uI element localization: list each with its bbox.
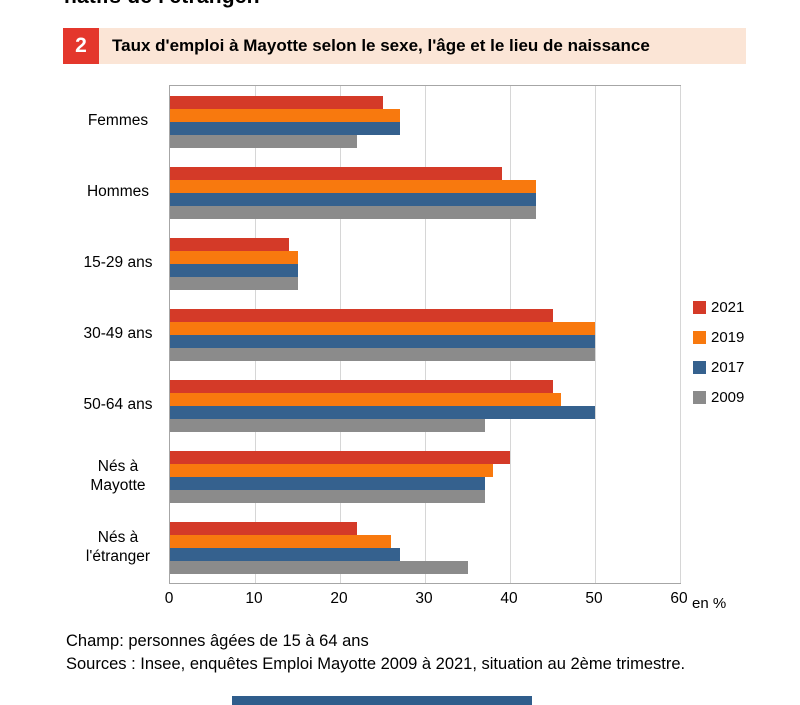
bar-2019 [170,321,595,335]
next-section-bar-fragment [232,696,532,705]
bar-2017 [170,121,400,135]
bar-2017 [170,405,595,419]
bar-2009 [170,205,536,219]
legend-label: 2021 [711,298,745,316]
bar-2021 [170,95,383,109]
x-tick-label: 50 [585,590,603,607]
bar-2019 [170,463,493,477]
bar-2017 [170,263,298,277]
bar-2019 [170,392,561,406]
legend-item-2019: 2019 [693,322,744,352]
figure-title: Taux d'emploi à Mayotte selon le sexe, l… [112,36,650,55]
bar-2019 [170,534,391,548]
legend-item-2009: 2009 [693,382,744,412]
bar-2009 [170,347,595,361]
bar-2019 [170,108,400,122]
category-label: 30-49 ans [83,325,153,342]
x-tick-label: 20 [330,590,348,607]
champ-note: Champ: personnes âgées de 15 à 64 ans [66,632,369,650]
category-label: 50-64 ans [83,396,153,413]
figure-title-bar: 2 Taux d'emploi à Mayotte selon le sexe,… [63,28,746,64]
x-tick-label: 10 [245,590,263,607]
sources-note: Sources : Insee, enquêtes Emploi Mayotte… [66,655,686,673]
bar-2019 [170,250,298,264]
bar-2009 [170,134,357,148]
x-axis-unit-label: en % [692,595,727,612]
bar-2009 [170,560,468,574]
category-label: Hommes [86,183,149,200]
bar-2021 [170,166,502,180]
cropped-text: natifs de l'étranger. [64,0,404,9]
plot-area [169,85,681,584]
legend-item-2017: 2017 [693,352,744,382]
bar-2009 [170,418,485,432]
x-tick-label: 60 [670,590,688,607]
x-axis-tick-labels: 0 10 20 30 40 50 60 [165,590,688,610]
legend-swatch [693,330,706,344]
legend-label: 2017 [711,358,745,376]
figure-number-badge: 2 [63,28,99,64]
bar-2017 [170,476,485,490]
bar-2019 [170,179,536,193]
category-axis-labels: Femmes Hommes 15-29 ans 30-49 ans 50-64 ans N… [74,85,162,582]
legend-swatch [693,360,706,374]
bar-2017 [170,192,536,206]
category-label: Nés à l'étranger [85,528,151,565]
footnotes: Champ: personnes âgées de 15 à 64 ans So… [66,630,685,676]
legend: 2021 2019 2017 2009 [693,292,744,412]
cropped-text-line: natifs de l'étranger. [64,0,404,9]
bar-2021 [170,379,553,393]
bar-2021 [170,521,357,535]
legend-label: 2009 [711,388,745,406]
bar-2021 [170,450,510,464]
category-label: Femmes [87,112,149,129]
legend-swatch [693,390,706,404]
x-tick-label: 40 [500,590,518,607]
category-label: 15-29 ans [83,254,153,271]
bar-2017 [170,547,400,561]
category-label: Nés à Mayotte [90,457,146,494]
gridline [680,86,681,583]
bar-2009 [170,489,485,503]
gridline [595,86,596,583]
x-tick-label: 30 [415,590,433,607]
bar-2021 [170,237,289,251]
bar-2009 [170,276,298,290]
legend-swatch [693,300,706,314]
legend-label: 2019 [711,328,745,346]
bar-2017 [170,334,595,348]
legend-item-2021: 2021 [693,292,744,322]
bar-2021 [170,308,553,322]
x-tick-label: 0 [164,590,174,607]
